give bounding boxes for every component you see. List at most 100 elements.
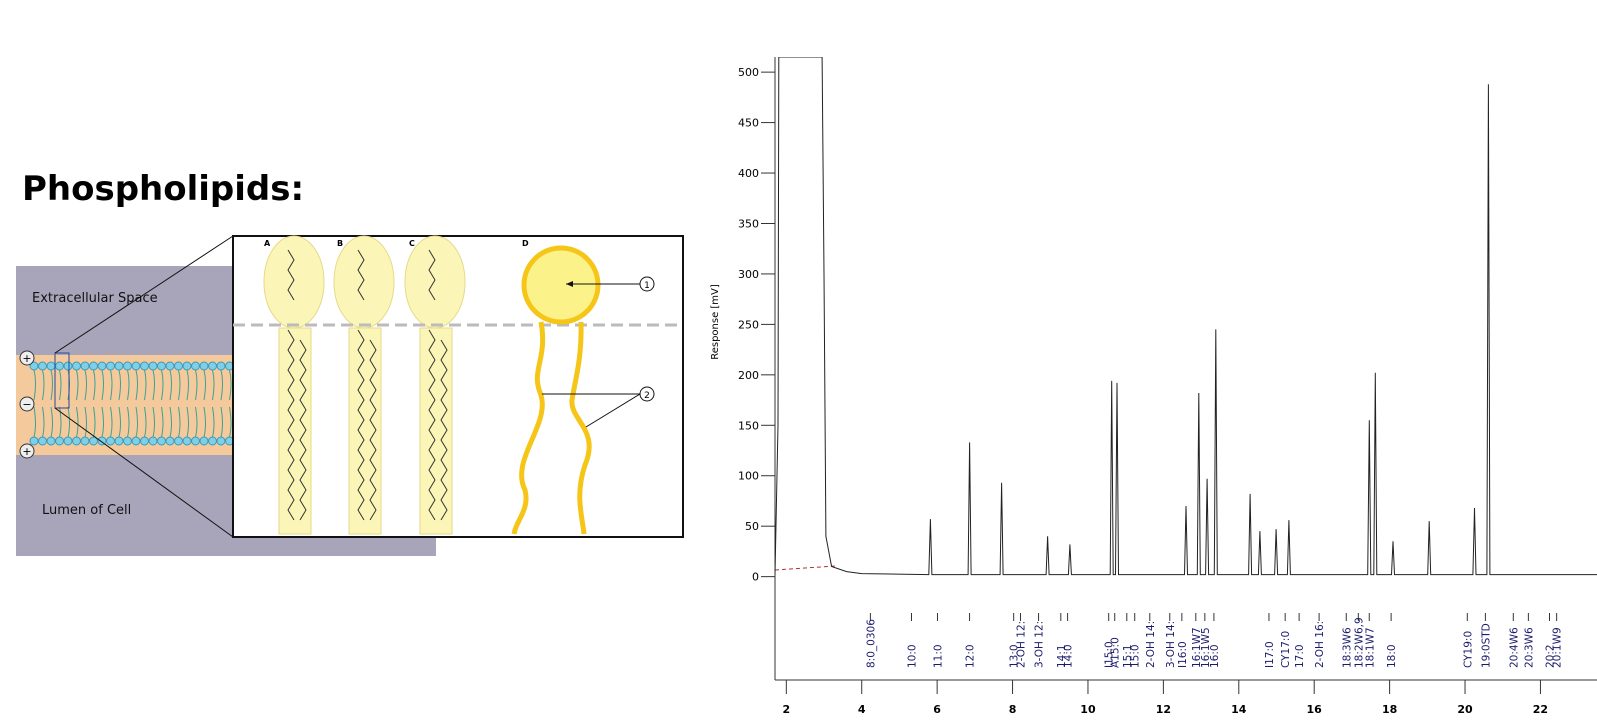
lipid-head bbox=[140, 361, 149, 371]
panel-label: B bbox=[337, 239, 343, 248]
peak-label: 15:1 bbox=[1122, 644, 1134, 668]
lipid-head bbox=[38, 361, 47, 371]
lipid-head bbox=[63, 361, 73, 371]
peak-label: 2-OH 16: bbox=[1314, 621, 1326, 668]
lipid-head bbox=[80, 436, 90, 446]
callout-label: 2 bbox=[644, 391, 650, 401]
peak-label: 14:0 bbox=[1063, 644, 1075, 668]
lipid-head bbox=[46, 361, 56, 371]
molecule-sketch bbox=[287, 249, 448, 521]
y-tick-label: 50 bbox=[745, 520, 759, 533]
panel-label: A bbox=[264, 239, 271, 248]
lipid-head bbox=[199, 436, 209, 446]
zoom-line bbox=[54, 235, 234, 354]
peak-label: 12:0 bbox=[965, 644, 977, 668]
lipid-tail bbox=[161, 369, 164, 438]
charge-icon bbox=[19, 443, 35, 459]
lipid-head bbox=[148, 361, 158, 371]
peak-label: 19:0STD bbox=[1480, 623, 1492, 668]
y-tick-label: 300 bbox=[738, 268, 759, 281]
lipid-tail bbox=[93, 369, 96, 438]
lipid-head bbox=[55, 361, 64, 371]
peak-label: I15:0 bbox=[1104, 641, 1116, 668]
lipid-tail bbox=[101, 369, 104, 438]
baseline bbox=[774, 565, 836, 571]
lipid-head bbox=[131, 436, 141, 446]
peak-label: 16:0 bbox=[1209, 644, 1221, 668]
lipid-head bbox=[157, 436, 166, 446]
lipid-head bbox=[123, 436, 132, 446]
peak-label: 16:1W7 bbox=[1191, 627, 1203, 668]
zoom-line bbox=[54, 407, 234, 538]
y-tick-label: 250 bbox=[738, 318, 759, 331]
peak-label: 3-OH 12: bbox=[1034, 621, 1046, 668]
lipid-head bbox=[165, 436, 175, 446]
lipid-head bbox=[63, 436, 73, 446]
region-label: Extracellular Space bbox=[32, 291, 158, 306]
panel-label: D bbox=[522, 239, 529, 248]
peak-label: 2-OH 14: bbox=[1145, 621, 1157, 668]
lipid-tail bbox=[195, 369, 198, 438]
lipid-tail bbox=[203, 369, 206, 438]
lipid-tail bbox=[135, 369, 138, 438]
lipid-tail bbox=[42, 369, 45, 438]
peak-label: 8:0_0306 bbox=[865, 619, 877, 668]
callout-label: 1 bbox=[644, 281, 650, 291]
tail-sketch bbox=[511, 321, 592, 535]
peak-label: I17:0 bbox=[1264, 641, 1276, 668]
lipid-head bbox=[106, 361, 115, 371]
lipid-head bbox=[157, 361, 166, 371]
y-tick-label: 500 bbox=[738, 66, 759, 79]
x-tick-label: 8 bbox=[1009, 703, 1017, 716]
peak-label: 18:3W6 bbox=[1341, 627, 1353, 668]
lipid-tail bbox=[76, 369, 79, 438]
lipid-head bbox=[72, 436, 81, 446]
lipid-tail bbox=[144, 369, 147, 438]
callout-circle bbox=[639, 276, 655, 292]
lipid-head bbox=[148, 436, 158, 446]
lipid-head bbox=[208, 361, 217, 371]
lipid-head bbox=[165, 361, 175, 371]
lipid-tail bbox=[220, 369, 223, 438]
lipid-tail bbox=[110, 369, 113, 438]
y-tick-label: 400 bbox=[738, 167, 759, 180]
lipid-head bbox=[38, 436, 47, 446]
slide-title: Phospholipids: bbox=[22, 169, 304, 209]
lipid-tail bbox=[229, 369, 232, 438]
peak-label: 20:3W6 bbox=[1523, 627, 1535, 668]
lipid-head bbox=[114, 361, 124, 371]
lipid-head bbox=[97, 361, 107, 371]
charge-icon bbox=[19, 396, 35, 412]
peak-label: CY19:0 bbox=[1462, 631, 1474, 668]
lipid-tail bbox=[84, 369, 87, 438]
lipid-head bbox=[29, 436, 39, 446]
x-tick-label: 14 bbox=[1231, 703, 1247, 716]
x-tick-label: 22 bbox=[1533, 703, 1548, 716]
x-tick-label: 20 bbox=[1457, 703, 1473, 716]
lipid-head bbox=[140, 436, 149, 446]
callout-circle bbox=[639, 386, 655, 402]
region-label: Lumen of Cell bbox=[42, 503, 131, 518]
lipid-head bbox=[216, 436, 226, 446]
charge-icon bbox=[19, 350, 35, 366]
y-tick-label: 0 bbox=[752, 571, 759, 584]
peak-label: I16:0 bbox=[1177, 641, 1189, 668]
charge-label: + bbox=[22, 445, 31, 458]
lipid-head bbox=[191, 436, 200, 446]
lipid-tail bbox=[212, 369, 215, 438]
y-tick-label: 100 bbox=[738, 470, 759, 483]
peak-label: 15:0 bbox=[1130, 644, 1142, 668]
peak-label: 18:2W6,9 bbox=[1353, 617, 1365, 668]
peak-label: CY17:0 bbox=[1280, 631, 1292, 668]
lipid-head bbox=[199, 361, 209, 371]
x-tick-label: 4 bbox=[858, 703, 866, 716]
lipid-head bbox=[46, 436, 56, 446]
x-tick-label: 12 bbox=[1156, 703, 1171, 716]
lipid-tail bbox=[59, 369, 62, 438]
arrow bbox=[585, 393, 641, 428]
peak-label: A15:0 bbox=[1110, 637, 1122, 668]
arrow-head bbox=[566, 281, 573, 287]
lipid-tail bbox=[169, 369, 172, 438]
charge-label: + bbox=[22, 352, 31, 365]
x-tick-label: 18 bbox=[1382, 703, 1397, 716]
